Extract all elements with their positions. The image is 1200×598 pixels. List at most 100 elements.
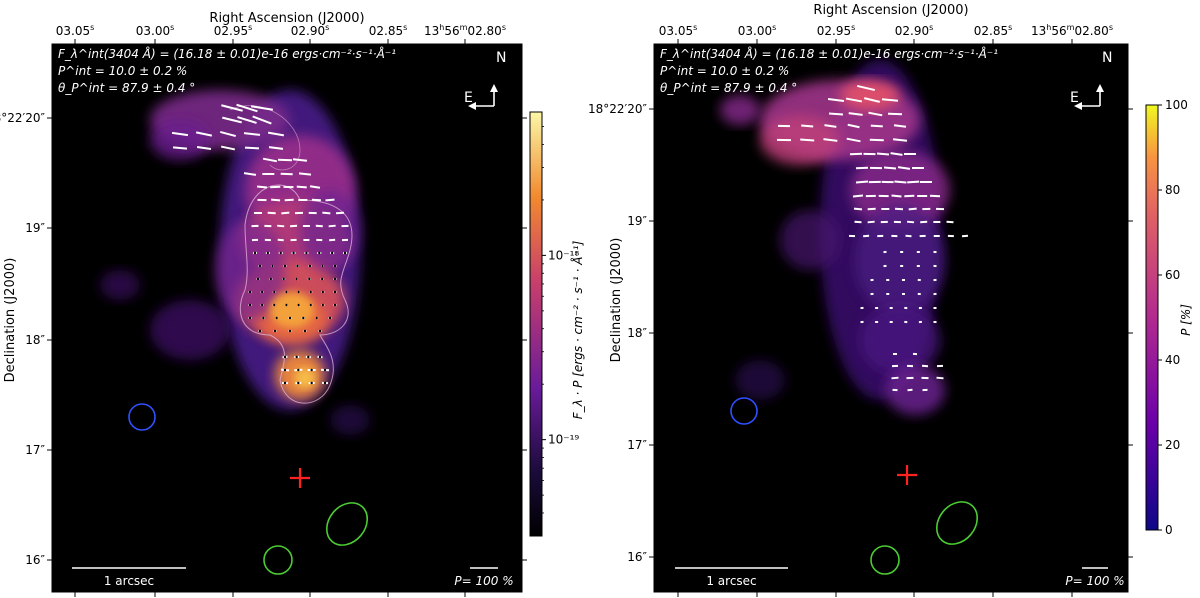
polarization-vector xyxy=(220,130,236,138)
y-axis-left: 18°22′20″ 19″ 18″ 17″ 16″ xyxy=(0,111,527,567)
east-arrowhead xyxy=(1074,102,1082,110)
vector-center-dot xyxy=(333,264,337,268)
polarization-vector xyxy=(828,112,844,116)
vector-center-dot xyxy=(307,355,310,359)
polarization-vector xyxy=(929,194,941,198)
vector-center-dot xyxy=(297,381,300,385)
polarization-vector xyxy=(869,138,884,142)
y-tick-label: 18″ xyxy=(627,326,647,340)
x-tick-label: 13h56m02.80s xyxy=(1031,23,1113,38)
polarization-vector xyxy=(281,211,290,215)
colorbar-tick-label: 80 xyxy=(1165,183,1180,197)
polarization-vector xyxy=(277,238,284,242)
polarization-vector xyxy=(280,172,293,176)
polarization-vector xyxy=(863,234,870,238)
y-tick-label: 18°22′20″ xyxy=(588,102,648,116)
vector-center-dot xyxy=(315,316,318,320)
vector-center-dot xyxy=(328,316,332,320)
polarization-vector xyxy=(887,112,903,116)
polarization-vector xyxy=(907,180,920,184)
nebula-blob xyxy=(885,365,945,415)
compass: NE xyxy=(464,50,506,110)
polarization-vector xyxy=(268,146,284,150)
vector-center-dot xyxy=(283,355,287,359)
y-tick-label: 19″ xyxy=(627,214,647,228)
polarization-vector xyxy=(237,116,257,124)
nebula-blob xyxy=(840,80,900,110)
vector-scale-label: P= 100 % xyxy=(454,574,513,588)
polarization-vector xyxy=(876,152,890,156)
polarization-vector xyxy=(292,158,308,162)
east-arrowhead xyxy=(468,102,476,110)
polarization-vector xyxy=(855,180,869,184)
vector-center-dot xyxy=(330,251,334,255)
polarization-vectors xyxy=(776,84,969,392)
polarization-vector xyxy=(867,220,875,224)
vector-center-dot xyxy=(269,277,273,281)
vector-center-dot xyxy=(283,368,287,372)
vector-center-dot xyxy=(297,303,300,307)
vector-center-dot xyxy=(297,290,300,294)
vector-center-dot xyxy=(310,368,313,372)
y-axis-label: Declination (J2000) xyxy=(3,258,18,383)
vector-center-dot xyxy=(303,329,307,333)
colorbar-label: P [%] xyxy=(1179,304,1193,336)
axes-frame xyxy=(653,43,1129,593)
vector-center-dot xyxy=(283,381,287,385)
compass-north-label: N xyxy=(496,50,506,66)
colorbar-tick-label: 10⁻¹⁹ xyxy=(548,433,579,447)
polarization-vector xyxy=(195,131,213,137)
y-tick-label: 17″ xyxy=(627,438,647,452)
polarization-vector xyxy=(298,172,312,176)
green-circle-marker xyxy=(263,545,293,575)
vector-center-dot xyxy=(288,316,292,320)
vector-center-dot xyxy=(309,303,312,307)
nebula-blob xyxy=(150,300,230,360)
vector-center-dot xyxy=(305,251,308,255)
nebula-blob xyxy=(100,270,140,300)
vector-center-dot xyxy=(256,277,260,281)
polarization-vector xyxy=(250,105,274,111)
vector-center-dot xyxy=(248,316,252,320)
compass-east-label: E xyxy=(464,90,473,106)
nebula-blob xyxy=(150,120,210,160)
markers xyxy=(730,397,979,575)
vector-center-dot xyxy=(273,290,276,294)
polarization-vector xyxy=(236,103,258,113)
polarization-vector xyxy=(277,158,293,162)
vector-scale-label: P= 100 % xyxy=(1065,574,1124,588)
vector-center-dot xyxy=(258,264,262,268)
integrated-annotations: F_λ^int(3404 Å) = (16.18 ± 0.01)e-16 erg… xyxy=(58,46,396,95)
x-tick-label: 02.85s xyxy=(974,23,1013,38)
axes-frame xyxy=(51,43,523,593)
polarization-vector xyxy=(271,198,281,202)
polarization-vector xyxy=(961,234,969,238)
y-tick-label: 16″ xyxy=(25,553,45,567)
y-tick-label: 17″ xyxy=(25,443,45,457)
flux-contour xyxy=(239,184,353,404)
blue-circle-marker xyxy=(128,403,156,431)
polarization-vector xyxy=(329,238,336,242)
polarization-vector xyxy=(905,234,912,238)
vector-center-dot xyxy=(292,251,295,255)
vector-center-dot xyxy=(310,381,313,385)
north-arrowhead xyxy=(490,84,498,92)
y-tick-label: 16″ xyxy=(627,550,647,564)
panel-flux-polarization: F_λ^int(3404 Å) = (16.18 ± 0.01)e-16 erg… xyxy=(0,11,585,597)
polarization-vector xyxy=(823,138,838,142)
vector-center-dot xyxy=(295,277,298,281)
polarization-vector xyxy=(852,194,864,198)
x-axis-top: 03.05s 03.00s 02.95s 02.90s 02.85s 13h56m02.8… xyxy=(659,23,1113,597)
vector-center-dot xyxy=(297,368,300,372)
polarization-vector xyxy=(853,207,863,211)
vector-center-dot xyxy=(318,329,322,333)
polarization-vector xyxy=(845,97,863,103)
x-tick-label: 03.05s xyxy=(56,23,95,38)
x-tick-label: 02.90s xyxy=(291,23,330,38)
vector-center-dot xyxy=(323,368,327,372)
vector-center-dot xyxy=(302,316,305,320)
vector-center-dot xyxy=(333,290,337,294)
nebula-image xyxy=(100,90,370,435)
polarization-vector xyxy=(284,198,294,202)
vector-center-dot xyxy=(320,277,324,281)
